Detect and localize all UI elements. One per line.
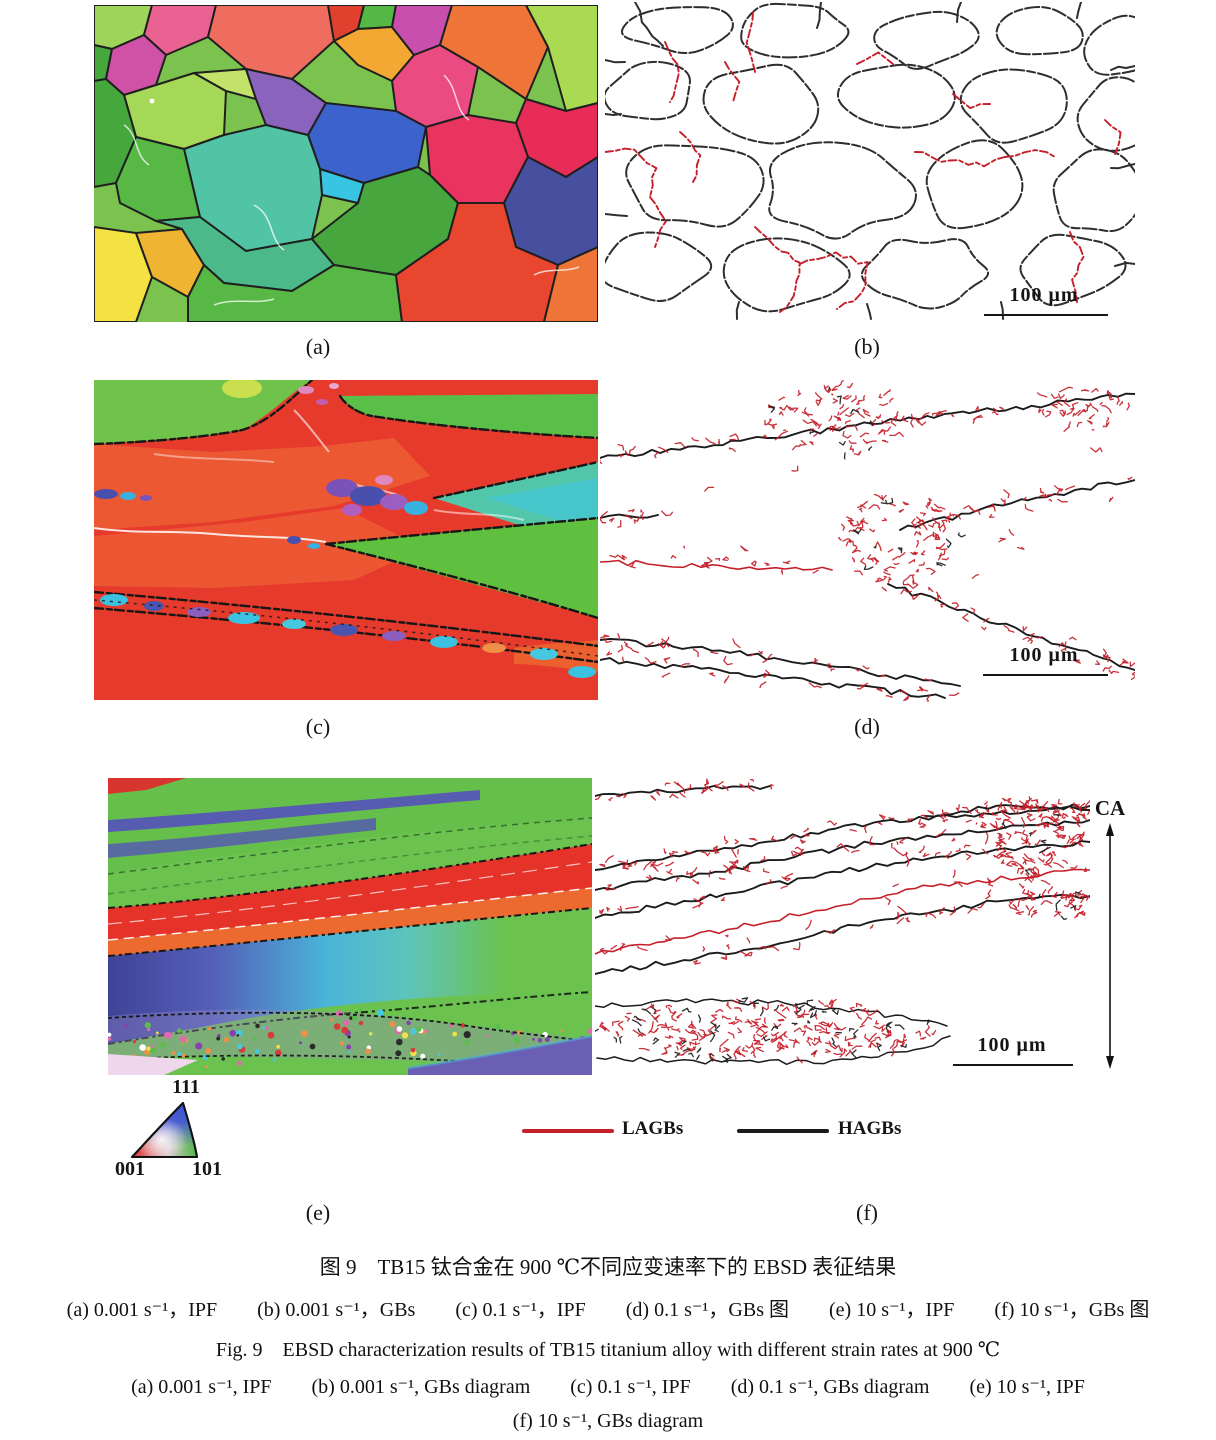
hagbs-legend-label: HAGBs [838, 1118, 902, 1139]
ipf-key-101-label: 101 [192, 1158, 222, 1180]
panel-f-gbs-diagram [595, 778, 1090, 1070]
caption-en-sub2: (f) 10 s⁻¹, GBs diagram [512, 1410, 704, 1432]
panel-a-graphic [94, 5, 598, 322]
panel-e-ipf-map [108, 778, 592, 1075]
panel-label-a: (a) [305, 334, 331, 359]
panel-c-graphic [94, 380, 598, 700]
panel-e-graphic [108, 778, 592, 1075]
panel-label-d: (d) [854, 714, 880, 739]
caption-zh-title: 图 9 TB15 钛合金在 900 ℃不同应变速率下的 EBSD 表征结果 [319, 1255, 897, 1279]
scale-bar-text-b: 100 μm [1009, 284, 1079, 306]
lagbs-legend-line [522, 1129, 614, 1133]
ipf-key-111-label: 111 [172, 1076, 200, 1098]
panel-d-graphic [600, 380, 1135, 702]
scale-bar-line-d [983, 674, 1108, 676]
ca-axis-arrow-icon [1106, 823, 1114, 1069]
lagbs-legend-label: LAGBs [622, 1118, 684, 1139]
compression-axis-label: CA [1094, 796, 1126, 820]
scale-bar-line-b [984, 314, 1108, 316]
scale-bar-text-d: 100 μm [1009, 644, 1079, 666]
panel-label-f: (f) [856, 1200, 878, 1225]
panel-a-ipf-map [94, 5, 598, 322]
caption-zh-sub: (a) 0.001 s⁻¹，IPF (b) 0.001 s⁻¹，GBs (c) … [66, 1299, 1150, 1321]
panel-label-e: (e) [305, 1200, 331, 1225]
panel-label-b: (b) [854, 334, 880, 359]
panel-b-graphic [605, 2, 1135, 320]
panel-f-graphic [595, 778, 1090, 1066]
panel-d-gbs-diagram [600, 378, 1135, 702]
scale-bar-line-f [953, 1064, 1073, 1066]
caption-en-title: Fig. 9 EBSD characterization results of … [215, 1339, 1001, 1361]
hagbs-legend-line [737, 1129, 829, 1133]
ipf-color-key-triangle [131, 1102, 198, 1158]
panel-b-gbs-diagram [605, 2, 1135, 322]
panel-label-c: (c) [305, 714, 331, 739]
panel-c-ipf-map [94, 380, 598, 700]
caption-en-sub1: (a) 0.001 s⁻¹, IPF (b) 0.001 s⁻¹, GBs di… [131, 1376, 1085, 1398]
ipf-key-001-label: 001 [115, 1158, 145, 1180]
scale-bar-text-f: 100 μm [977, 1034, 1047, 1056]
